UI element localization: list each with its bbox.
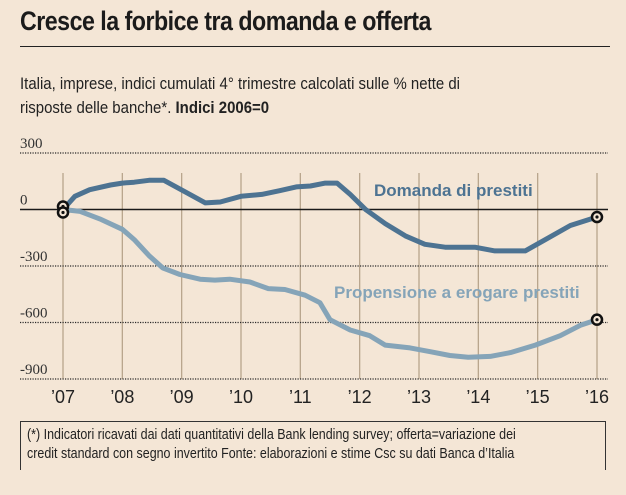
x-tick-label: ’11 [289, 387, 312, 407]
subtitle-line-1: Italia, imprese, indici cumulati 4° trim… [20, 74, 460, 93]
chart-title: Cresce la forbice tra domanda e offerta [20, 6, 431, 36]
endpoint-marker-dot [61, 210, 65, 215]
y-tick-label: -300 [20, 249, 48, 265]
x-tick-label: ’15 [526, 387, 550, 407]
y-tick-label: 0 [20, 193, 28, 209]
x-tick-label: ’08 [110, 387, 134, 407]
subtitle-line-2-text: risposte delle banche*. [20, 98, 176, 117]
x-tick-label: ’14 [466, 387, 490, 407]
endpoint-marker-dot [595, 318, 599, 322]
series-markers [56, 200, 604, 326]
subtitle-line-2: risposte delle banche*. Indici 2006=0 [20, 96, 460, 120]
subtitle-index-base: Indici 2006=0 [175, 98, 270, 117]
x-tick-label: ’07 [51, 387, 75, 407]
title-rule [20, 46, 610, 47]
y-axis-ticks: 300 0 -300 -600 -900 [20, 136, 48, 378]
series-line-demand [60, 177, 600, 254]
x-tick-label: ’10 [229, 387, 253, 407]
footnote-box: (*) Indicatori ricavati dai dati quantit… [20, 421, 606, 470]
series-lines [60, 177, 600, 360]
series-label-supply: Propensione a erogare prestiti [334, 283, 580, 302]
footnote-line-1: (*) Indicatori ricavati dai dati quantit… [27, 427, 516, 443]
grid [20, 152, 608, 380]
y-tick-label: 300 [20, 136, 43, 152]
y-tick-label: -600 [20, 306, 48, 322]
x-tick-label: ’09 [170, 387, 194, 407]
series-label-demand: Domanda di prestiti [374, 181, 533, 200]
x-tick-label: ’12 [348, 387, 372, 407]
x-tick-label: ’13 [407, 387, 431, 407]
series-line-supply [60, 207, 600, 360]
x-axis-ticks: ’07 ’08 ’09 ’10 ’11 ’12 ’13 ’14 ’15 ’16 [51, 387, 609, 407]
chart-subtitle: Italia, imprese, indici cumulati 4° trim… [20, 72, 460, 120]
endpoint-marker-dot [595, 215, 599, 219]
y-tick-label: -900 [20, 362, 48, 378]
x-tick-label: ’16 [585, 387, 609, 407]
footnote-line-2: credit standard con segno invertito Font… [27, 446, 515, 462]
